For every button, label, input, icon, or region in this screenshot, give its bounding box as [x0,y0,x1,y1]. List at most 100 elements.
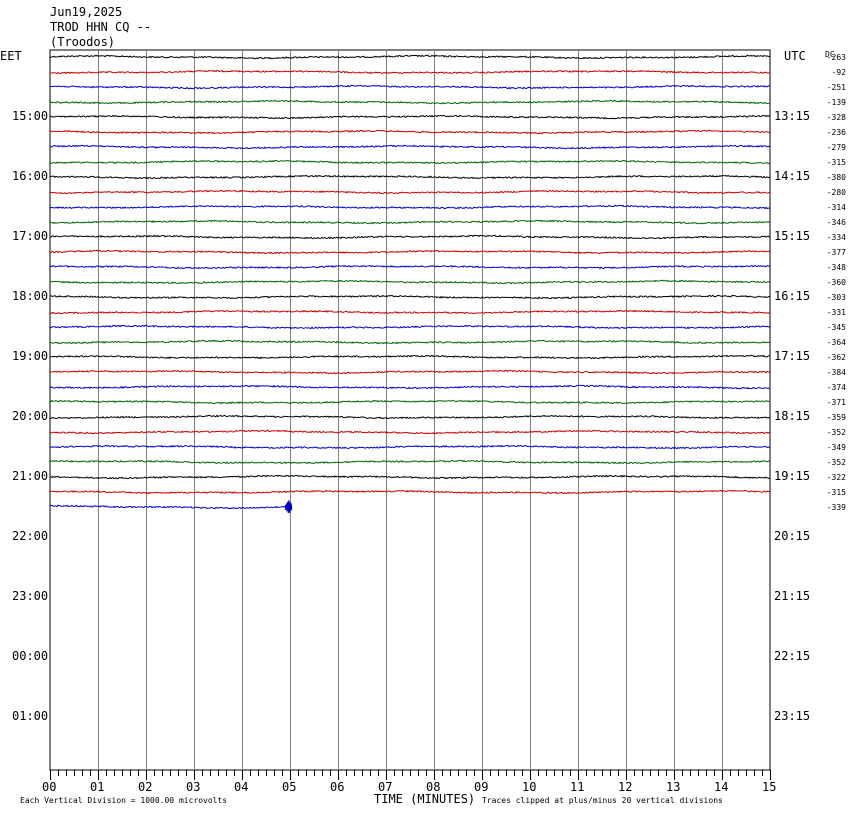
eet-hour-label: 01:00 [12,709,49,723]
dc-offset-label: -139 [826,98,846,107]
dc-offset-label: -315 [826,488,846,497]
trace-30 [49,489,771,495]
trace-15 [49,264,771,270]
dc-offset-label: -331 [826,308,846,317]
eet-hour-label: 17:00 [12,229,49,243]
trace-20 [49,339,771,345]
x-tick-label: 01 [90,780,105,794]
x-tick-label: 05 [282,780,297,794]
dc-offset-label: -263 [826,53,846,62]
eet-hour-label: 20:00 [12,409,49,423]
utc-hour-label: 20:15 [774,529,811,543]
utc-hour-label: 21:15 [774,589,811,603]
dc-offset-label: -339 [826,503,846,512]
dc-offset-label: -280 [826,188,846,197]
trace-23 [49,384,771,390]
x-tick-label: 13 [666,780,681,794]
utc-hour-label: 16:15 [774,289,811,303]
trace-7 [49,144,771,150]
dc-offset-label: -345 [826,323,846,332]
dc-offset-label: -348 [826,263,846,272]
dc-offset-label: -322 [826,473,846,482]
dc-label: DC [825,50,835,59]
eet-hour-label: 19:00 [12,349,49,363]
trace-29 [49,474,771,480]
utc-axis-label: UTC [784,49,806,63]
x-tick-label: 10 [522,780,537,794]
x-tick-label: 07 [378,780,393,794]
dc-offset-label: -251 [826,83,846,92]
trace-2 [49,69,771,75]
eet-hour-label: 22:00 [12,529,49,543]
trace-1 [49,54,771,60]
x-tick-label: 12 [618,780,633,794]
dc-offset-label: -371 [826,398,846,407]
trace-18 [49,309,771,315]
dc-offset-label: -359 [826,413,846,422]
utc-hour-label: 17:15 [774,349,811,363]
trace-8 [49,159,771,165]
utc-hour-label: 13:15 [774,109,811,123]
dc-offset-label: -328 [826,113,846,122]
dc-offset-label: -374 [826,383,846,392]
dc-offset-label: -377 [826,248,846,257]
x-tick-label: 08 [426,780,441,794]
trace-4 [49,99,771,105]
dc-offset-label: -236 [826,128,846,137]
x-tick-label: 14 [714,780,729,794]
trace-19 [49,324,771,330]
dc-offset-label: -314 [826,203,846,212]
header-date: Jun19,2025 [50,5,123,19]
dc-offset-label: -334 [826,233,846,242]
trace-27 [49,444,771,450]
dc-offset-label: -380 [826,173,846,182]
utc-hour-label: 22:15 [774,649,811,663]
trace-24 [49,399,771,405]
trace-16 [49,279,771,285]
dc-offset-label: -279 [826,143,846,152]
utc-hour-label: 19:15 [774,469,811,483]
scale-note: Each Vertical Division = 1000.00 microvo… [20,796,228,805]
trace-13 [49,234,771,240]
dc-offset-label: -362 [826,353,846,362]
eet-axis-label: EET [0,49,22,63]
trace-5 [49,114,771,120]
eet-hour-label: 18:00 [12,289,49,303]
eet-hour-label: 23:00 [12,589,49,603]
x-tick-label: 15 [762,780,777,794]
eet-hour-label: 00:00 [12,649,49,663]
trace-6 [49,129,771,135]
dc-offset-label: -352 [826,458,846,467]
trace-9 [49,174,771,180]
trace-26 [49,429,771,435]
dc-offset-label: -346 [826,218,846,227]
eet-hour-label: 21:00 [12,469,49,483]
header-station: TROD HHN CQ -- [50,20,152,34]
eet-hour-label: 16:00 [12,169,49,183]
trace-12 [50,219,771,225]
header-location: (Troodos) [50,35,116,49]
trace-22 [49,369,771,375]
trace-21 [49,354,771,360]
trace-11 [49,204,771,210]
x-tick-label: 06 [330,780,345,794]
clip-note: Traces clipped at plus/minus 20 vertical… [482,796,723,805]
x-tick-label: 09 [474,780,489,794]
dc-offset-label: -364 [826,338,846,347]
dc-offset-label: -384 [826,368,846,377]
plot-frame [49,49,771,771]
x-tick-label: 03 [186,780,201,794]
x-tick-label: 04 [234,780,249,794]
dc-offset-label: -303 [826,293,846,302]
dc-offset-label: -92 [831,68,846,77]
event-burst [284,500,293,514]
trace-25 [49,414,771,420]
dc-offset-label: -352 [826,428,846,437]
trace-28 [49,459,771,465]
trace-3 [49,84,771,90]
dc-offset-label: -315 [826,158,846,167]
dc-offset-label: -349 [826,443,846,452]
x-tick-label: 11 [570,780,585,794]
x-axis-title: TIME (MINUTES) [374,792,476,806]
